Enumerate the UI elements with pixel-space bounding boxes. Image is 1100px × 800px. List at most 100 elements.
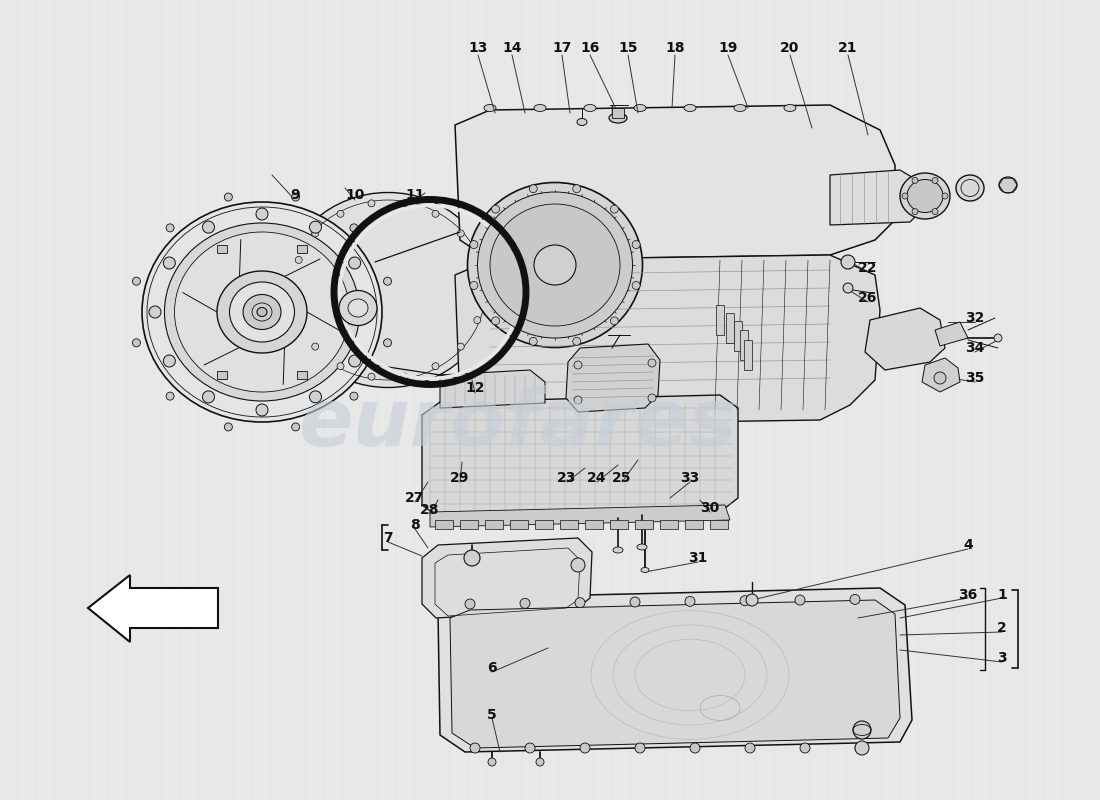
Polygon shape <box>744 340 752 370</box>
Text: 25: 25 <box>613 471 631 485</box>
Text: 6: 6 <box>487 661 497 675</box>
Circle shape <box>224 193 232 201</box>
Circle shape <box>465 599 475 609</box>
Ellipse shape <box>534 245 576 285</box>
Ellipse shape <box>468 182 642 347</box>
Ellipse shape <box>609 113 627 123</box>
Circle shape <box>912 178 918 183</box>
Polygon shape <box>566 344 660 412</box>
Polygon shape <box>922 358 960 392</box>
Circle shape <box>573 338 581 346</box>
Polygon shape <box>612 108 624 118</box>
Ellipse shape <box>637 544 647 550</box>
Text: 32: 32 <box>966 311 984 325</box>
Circle shape <box>458 230 464 237</box>
Ellipse shape <box>641 567 649 573</box>
Polygon shape <box>88 575 218 642</box>
Text: 17: 17 <box>552 41 572 55</box>
Bar <box>610 520 628 529</box>
Circle shape <box>529 338 537 346</box>
Circle shape <box>309 221 321 233</box>
Circle shape <box>745 743 755 753</box>
Circle shape <box>934 372 946 384</box>
Ellipse shape <box>348 299 369 317</box>
Circle shape <box>256 208 268 220</box>
Polygon shape <box>450 600 900 748</box>
Text: 22: 22 <box>858 261 878 275</box>
Bar <box>510 520 528 529</box>
Circle shape <box>470 241 477 249</box>
Circle shape <box>932 209 938 214</box>
Circle shape <box>850 594 860 604</box>
Circle shape <box>470 282 477 290</box>
Polygon shape <box>734 321 742 351</box>
Text: 3: 3 <box>998 651 1006 665</box>
Circle shape <box>337 362 344 370</box>
Circle shape <box>311 230 319 237</box>
Ellipse shape <box>165 223 360 401</box>
Circle shape <box>575 598 585 608</box>
Circle shape <box>295 317 302 323</box>
Circle shape <box>855 743 865 753</box>
Circle shape <box>163 257 175 269</box>
Circle shape <box>132 338 141 346</box>
Circle shape <box>474 257 481 263</box>
Polygon shape <box>830 170 922 225</box>
Text: 2: 2 <box>997 621 1006 635</box>
Circle shape <box>632 282 640 290</box>
Circle shape <box>635 743 645 753</box>
Text: 19: 19 <box>718 41 738 55</box>
Circle shape <box>464 550 480 566</box>
Circle shape <box>166 392 174 400</box>
Text: 30: 30 <box>701 501 719 515</box>
Bar <box>297 245 307 253</box>
Text: 4: 4 <box>964 538 972 552</box>
Circle shape <box>648 359 656 367</box>
Circle shape <box>488 758 496 766</box>
Polygon shape <box>726 313 734 343</box>
Circle shape <box>942 193 948 199</box>
Circle shape <box>202 221 215 233</box>
Circle shape <box>842 255 855 269</box>
Ellipse shape <box>217 271 307 353</box>
Circle shape <box>480 286 486 294</box>
Circle shape <box>610 205 618 213</box>
Circle shape <box>350 392 358 400</box>
Circle shape <box>746 594 758 606</box>
Circle shape <box>368 373 375 380</box>
Circle shape <box>289 286 297 294</box>
Bar <box>710 520 728 529</box>
Circle shape <box>470 743 480 753</box>
Polygon shape <box>716 305 724 335</box>
Circle shape <box>932 178 938 183</box>
Circle shape <box>574 361 582 369</box>
Polygon shape <box>740 330 748 360</box>
Circle shape <box>458 343 464 350</box>
Text: eurofares: eurofares <box>298 385 736 463</box>
Bar <box>585 520 603 529</box>
Bar <box>297 371 307 379</box>
Bar <box>635 520 653 529</box>
Circle shape <box>368 200 375 207</box>
Circle shape <box>292 193 299 201</box>
Ellipse shape <box>584 105 596 111</box>
Text: 5: 5 <box>487 708 497 722</box>
Ellipse shape <box>175 232 350 392</box>
Circle shape <box>350 224 358 232</box>
Polygon shape <box>935 322 968 346</box>
Circle shape <box>580 743 590 753</box>
Ellipse shape <box>257 307 267 317</box>
Bar <box>217 371 227 379</box>
Bar <box>535 520 553 529</box>
Ellipse shape <box>908 179 943 213</box>
Circle shape <box>292 423 299 431</box>
Polygon shape <box>455 105 895 260</box>
Text: 14: 14 <box>503 41 521 55</box>
Circle shape <box>912 209 918 214</box>
Circle shape <box>855 741 869 755</box>
Circle shape <box>571 558 585 572</box>
Text: 20: 20 <box>780 41 800 55</box>
Ellipse shape <box>900 173 950 219</box>
Circle shape <box>256 404 268 416</box>
Circle shape <box>795 595 805 605</box>
